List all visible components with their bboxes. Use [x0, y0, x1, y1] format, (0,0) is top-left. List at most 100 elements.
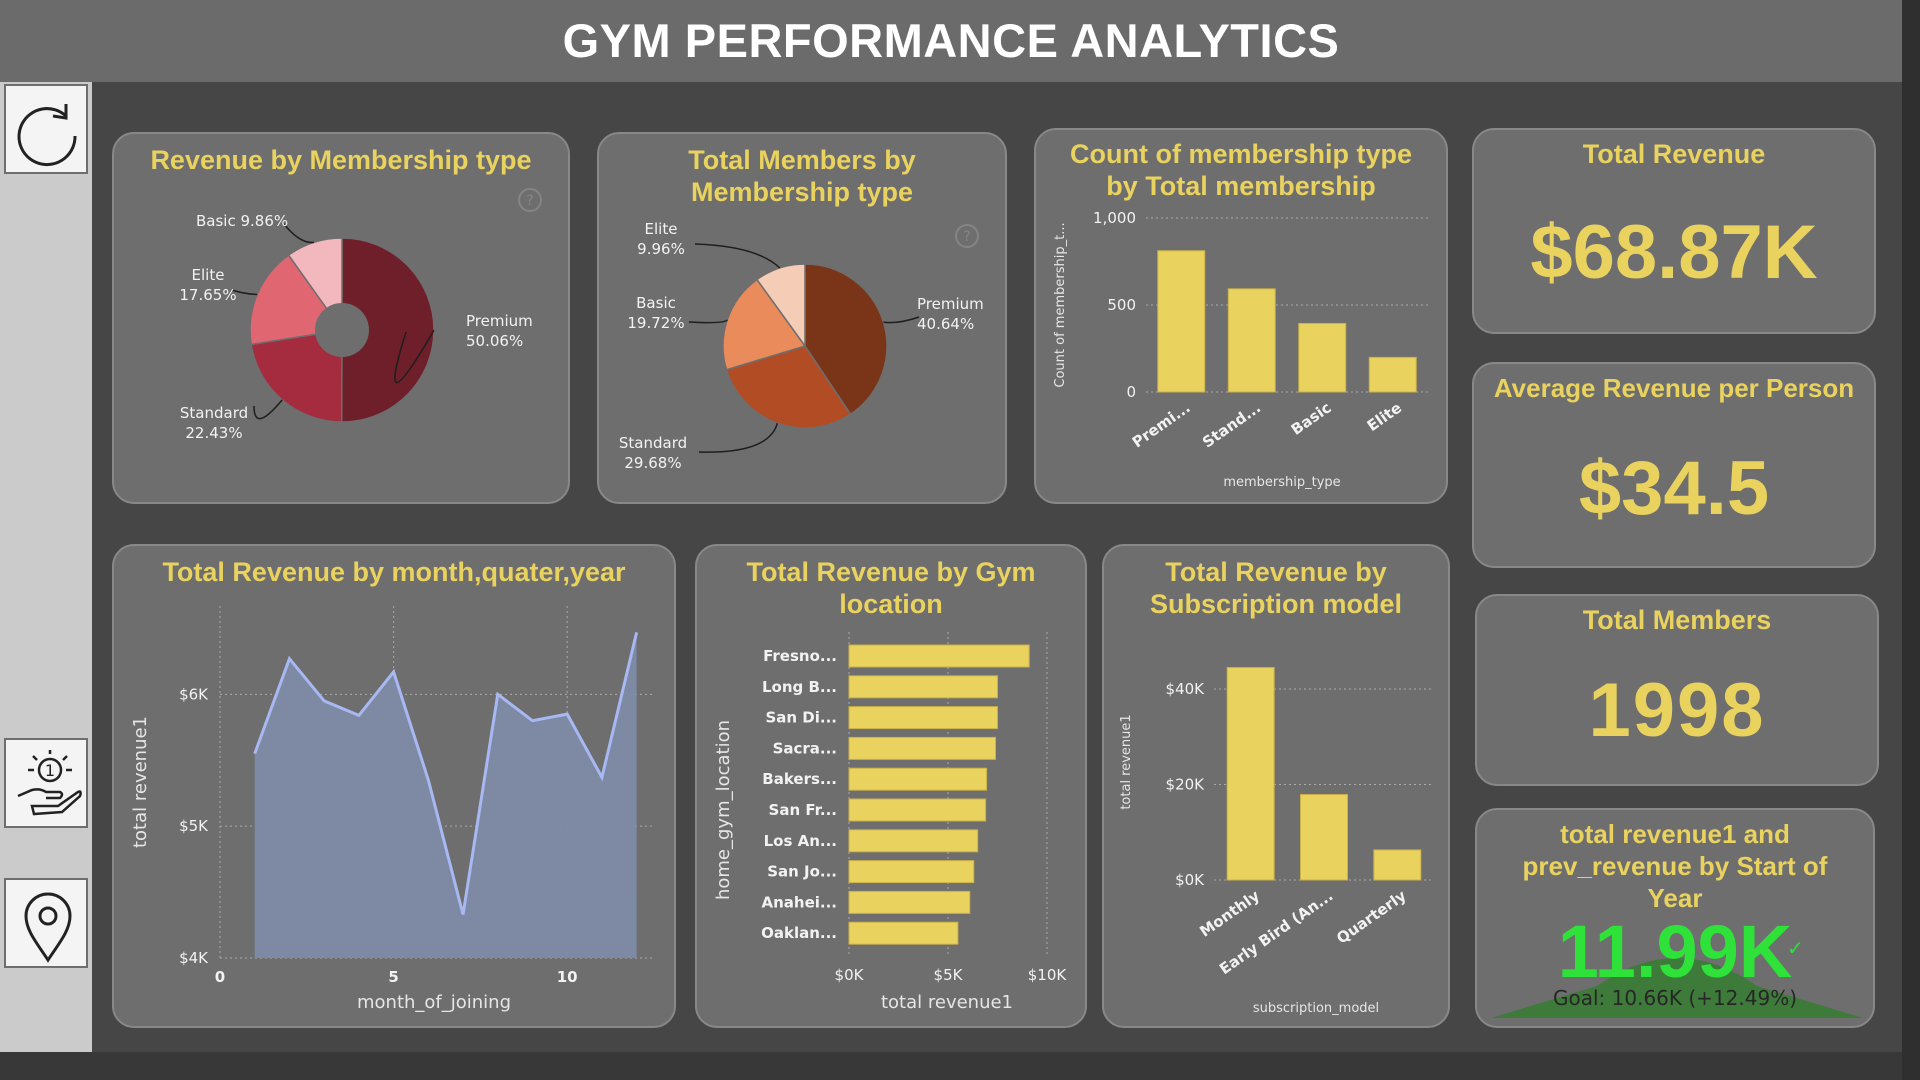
revenue-by-membership-card[interactable]: Revenue by Membership type Premium 50.06%…: [112, 132, 570, 504]
help-icon: ?: [955, 224, 979, 248]
x-axis-label: subscription_model: [1253, 1001, 1379, 1016]
slice-label: Standard 22.43%: [180, 404, 248, 442]
bar: [848, 829, 979, 853]
y-tick-label: $0K: [1175, 871, 1205, 889]
slice-label: Standard 29.68%: [619, 434, 687, 472]
x-axis-label: total revenue1: [881, 992, 1013, 1013]
bar: [848, 921, 959, 945]
location-button[interactable]: [4, 878, 88, 968]
dashboard-canvas: Revenue by Membership type Premium 50.06%…: [92, 82, 1902, 1052]
slice-label: Premium 50.06%: [466, 312, 533, 350]
x-tick-label: 10: [557, 968, 578, 986]
y-tick-label: Long B...: [762, 678, 837, 696]
bar: [848, 706, 998, 730]
count-membership-card[interactable]: Count of membership type by Total member…: [1034, 128, 1448, 504]
help-icon-ring: [955, 224, 979, 248]
slice-label-pct: 19.72%: [627, 314, 684, 332]
slice-label-pct: 17.65%: [179, 286, 236, 304]
chart-title: Count of membership type by Total member…: [1069, 139, 1413, 201]
bar: [848, 767, 988, 791]
chart-title: Revenue by Membership type: [150, 145, 532, 175]
total-members-card[interactable]: Total Members 1998: [1475, 594, 1879, 786]
kpi-value: $68.87K: [1530, 210, 1818, 295]
y-tick-label: Bakers...: [762, 770, 837, 788]
bar: [1157, 250, 1206, 393]
slice-label-pct: 9.96%: [637, 240, 685, 258]
kpi-value: 1998: [1588, 668, 1766, 753]
members-by-membership-card[interactable]: Total Members by Membership type Premium…: [597, 132, 1007, 504]
leader-line: [283, 223, 315, 244]
y-tick-label: $5K: [179, 817, 209, 835]
refresh-button[interactable]: [4, 84, 88, 174]
slice-label: Basic 19.72%: [627, 294, 684, 332]
revenue-by-location-card[interactable]: Total Revenue by Gym location $0K $5K $10K…: [695, 544, 1087, 1028]
slice-label-name: Premium: [917, 295, 984, 313]
slice-label-name: Standard: [180, 404, 248, 422]
bar: [1368, 356, 1417, 393]
x-tick-label: $0K: [835, 966, 865, 984]
y-tick-label: 1,000: [1093, 209, 1136, 227]
x-tick-label: Monthly: [1196, 886, 1263, 940]
y-tick-label: Oaklan...: [761, 924, 837, 942]
location-pin-icon: [24, 892, 72, 963]
x-tick-label: Quarterly: [1333, 886, 1410, 947]
attendance-button[interactable]: 1: [4, 738, 88, 828]
revenue-by-month-chart: $4K $5K $6K 0 5 10 total revenue1 month_of_join…: [130, 606, 654, 1013]
y-tick-label: $40K: [1166, 680, 1206, 698]
leader-line: [694, 243, 781, 269]
right-edge: [1902, 0, 1920, 1080]
y-axis-label: Count of membership_t...: [1053, 222, 1068, 387]
y-tick-label: 0: [1126, 383, 1136, 401]
kpi-title: Average Revenue per Person: [1493, 373, 1855, 403]
total-revenue-card[interactable]: Total Revenue $68.87K: [1472, 128, 1876, 334]
help-icon-mark: ?: [526, 193, 533, 209]
bar: [1227, 288, 1276, 393]
revenue-by-month-card[interactable]: Total Revenue by month,quater,year $4K $5…: [112, 544, 676, 1028]
page-title: GYM PERFORMANCE ANALYTICS: [562, 14, 1340, 67]
y-tick-label: $20K: [1166, 775, 1206, 793]
leader-line: [253, 399, 283, 420]
slice-label: Basic 9.86%: [196, 212, 288, 230]
chart-title: Total Revenue by month,quater,year: [162, 557, 626, 587]
bar: [848, 675, 998, 699]
bar: [1298, 322, 1347, 393]
slice-label-name: Basic: [636, 294, 676, 312]
y-tick-label: 500: [1107, 296, 1136, 314]
donut-hole: [315, 303, 369, 357]
x-tick-label: Elite: [1364, 399, 1405, 435]
slice-label: Elite 9.96%: [637, 220, 685, 258]
kpi-value: 11.99K: [1557, 910, 1793, 993]
check-icon: ✓: [1787, 936, 1804, 960]
average-revenue-card[interactable]: Average Revenue per Person $34.5: [1472, 362, 1876, 568]
pie-slice: [755, 263, 806, 349]
revenue-by-membership-chart: Premium 50.06% Standard 22.43% Elite 17.65% Ba…: [179, 188, 542, 442]
x-tick-label: $10K: [1028, 966, 1068, 984]
bar: [848, 798, 987, 822]
chart-title: Total Revenue by Gym location: [746, 557, 1036, 619]
y-tick-label: San Jo...: [767, 863, 837, 881]
y-tick-label: Sacra...: [773, 739, 837, 757]
y-tick-label: San Fr...: [769, 801, 837, 819]
svg-text:1: 1: [45, 761, 55, 780]
x-tick-label: Stand...: [1199, 399, 1264, 452]
bar: [1373, 849, 1422, 881]
y-tick-label: Anahei...: [762, 893, 838, 911]
area-fill: [254, 632, 637, 958]
chart-title: Total Revenue by Subscription model: [1149, 557, 1403, 619]
y-tick-label: Fresno...: [763, 647, 837, 665]
x-tick-label: $5K: [934, 966, 964, 984]
goal-text: Goal: 10.66K (+12.49%): [1553, 986, 1797, 1010]
leader-line: [883, 316, 920, 324]
y-tick-label: $4K: [179, 949, 209, 967]
revenue-by-subscription-card[interactable]: Total Revenue by Subscription model $0K $…: [1102, 544, 1450, 1028]
bar: [848, 860, 975, 884]
pie-slice: [725, 345, 852, 429]
bar: [848, 644, 1030, 668]
y-tick-label: San Di...: [765, 709, 837, 727]
slice-label-name: Premium: [466, 312, 533, 330]
chart-title: Total Members by Membership type: [688, 145, 916, 207]
x-tick-label: Basic: [1288, 399, 1335, 439]
y-axis-label: total revenue1: [130, 716, 151, 848]
goal-kpi-card[interactable]: total revenue1 and prev_revenue by Start…: [1475, 808, 1875, 1028]
